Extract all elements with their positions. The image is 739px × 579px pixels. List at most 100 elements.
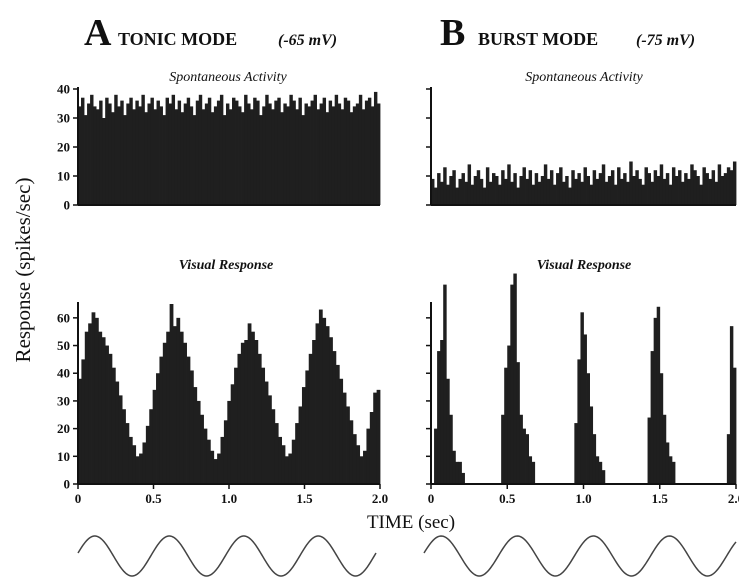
bar — [256, 100, 260, 205]
bar — [729, 326, 734, 484]
bar — [307, 106, 311, 205]
bar — [87, 103, 91, 205]
bar — [687, 178, 691, 205]
bar — [315, 323, 320, 484]
bar — [678, 170, 682, 205]
bar — [528, 170, 533, 205]
bar — [244, 340, 249, 484]
bar — [665, 173, 670, 205]
bar — [355, 103, 360, 205]
bar — [516, 362, 520, 484]
bar — [620, 178, 624, 205]
bar — [458, 461, 462, 484]
bar — [271, 409, 276, 484]
bar — [144, 112, 148, 205]
bar — [659, 373, 664, 484]
bar — [337, 103, 342, 205]
bar — [186, 97, 191, 205]
bar — [318, 309, 323, 484]
x-tick-label: 0 — [428, 491, 435, 506]
bar — [220, 436, 225, 484]
bar — [726, 434, 731, 484]
bar — [522, 167, 526, 205]
bar — [120, 100, 124, 205]
bar — [298, 97, 302, 205]
bar — [332, 351, 337, 484]
bar — [207, 97, 212, 205]
bar — [251, 331, 255, 484]
bar — [189, 370, 194, 484]
bar — [288, 453, 293, 484]
bar — [312, 340, 316, 484]
bar — [650, 181, 655, 205]
bar — [504, 178, 508, 205]
bar — [696, 176, 700, 205]
bar — [108, 353, 113, 484]
bar — [562, 181, 566, 205]
bar — [482, 187, 487, 205]
bar — [180, 112, 185, 205]
bar — [339, 378, 344, 484]
bar — [316, 109, 320, 205]
bar — [176, 317, 181, 484]
bar — [635, 170, 639, 205]
bar — [195, 100, 200, 205]
x-tick-label: 1.0 — [221, 491, 237, 506]
bar — [495, 176, 499, 205]
bar — [574, 178, 578, 205]
chart-B-visual — [426, 273, 737, 489]
bar — [132, 109, 136, 205]
bar — [253, 97, 257, 205]
bar — [346, 406, 350, 484]
bar — [128, 436, 133, 484]
bar — [729, 170, 734, 205]
bar — [449, 414, 453, 484]
bar — [94, 317, 99, 484]
bar — [662, 178, 667, 205]
bar — [461, 472, 465, 484]
bar — [522, 428, 526, 484]
bar — [168, 103, 173, 205]
bar — [150, 97, 154, 205]
bar — [301, 115, 305, 205]
bar — [571, 170, 575, 205]
bar — [565, 176, 569, 205]
x-tick-label: 0.5 — [499, 491, 516, 506]
bar — [166, 331, 171, 484]
bar — [671, 167, 676, 205]
x-tick-label: 2.0 — [372, 491, 388, 506]
bar — [162, 342, 167, 484]
bar — [125, 423, 130, 484]
bar — [568, 187, 572, 205]
bar — [467, 164, 472, 205]
bar — [281, 445, 286, 484]
bar — [91, 312, 96, 484]
bar — [262, 106, 266, 205]
y-tick-label: 50 — [57, 338, 70, 353]
bar — [169, 304, 174, 484]
bar — [217, 453, 221, 484]
bar — [123, 115, 127, 205]
bar — [434, 428, 438, 484]
bar — [286, 106, 290, 205]
bar — [470, 184, 475, 205]
bar — [614, 184, 618, 205]
panel-b-voltage: (-75 mV) — [636, 32, 695, 49]
bar — [122, 409, 126, 484]
bar — [540, 176, 545, 205]
bar — [153, 109, 157, 205]
bar — [145, 425, 150, 484]
bar — [88, 323, 92, 484]
bar — [629, 161, 633, 205]
bar — [592, 170, 597, 205]
bar — [159, 356, 164, 484]
bar — [595, 456, 600, 484]
x-tick-label: 0.5 — [145, 491, 162, 506]
bar — [325, 112, 330, 205]
bar — [229, 109, 233, 205]
bar — [638, 178, 642, 205]
bar — [204, 103, 209, 205]
bar — [268, 395, 272, 484]
bar — [250, 109, 254, 205]
y-tick-label: 10 — [57, 169, 70, 184]
